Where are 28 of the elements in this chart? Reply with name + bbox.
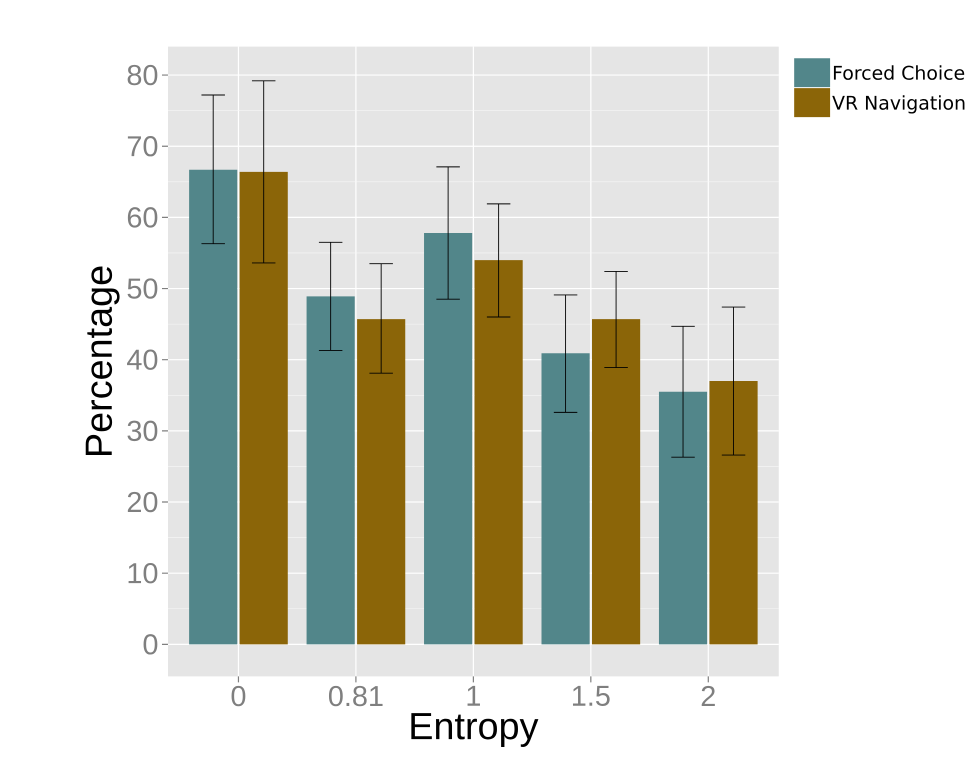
legend-label: VR Navigation [832,95,964,114]
y-axis-title: Percentage [86,266,120,455]
x-tick-label: 1 [468,686,480,706]
y-tick-label: 50 [128,278,158,299]
y-tick-label: 20 [128,492,158,512]
y-tick-label: 60 [128,206,158,228]
bar [240,172,288,644]
y-tick-label: 70 [128,136,158,156]
x-tick-label: 0 [232,686,246,706]
x-axis-title: Entropy [411,712,538,747]
y-tick-label: 10 [128,562,158,584]
bar [541,353,590,644]
y-tick-label: 0 [144,634,158,654]
bar [189,169,238,644]
y-tick-label: 40 [127,349,158,370]
bar [424,232,472,644]
bar [357,318,406,644]
legend-label: Forced Choice [834,65,964,80]
y-tick-label: 80 [128,64,158,86]
x-tick-label: 1.5 [572,686,610,706]
bar [592,318,640,644]
bar [709,380,758,644]
x-tick-label: 2 [702,686,715,706]
x-tick-label: 0.81 [328,686,383,706]
bar [474,260,523,644]
bar [306,296,355,644]
y-tick-label: 30 [127,420,158,441]
bar [658,391,708,644]
